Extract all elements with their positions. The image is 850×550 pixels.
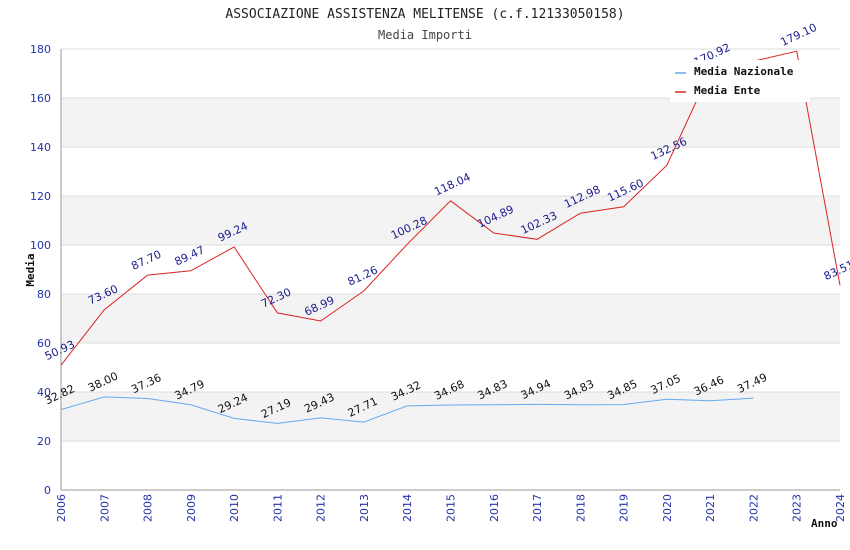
x-tick-label: 2011 [271, 494, 284, 522]
x-axis-title: Anno [811, 517, 838, 530]
data-label: 179.10 [778, 21, 818, 49]
y-tick-label: 160 [30, 92, 51, 105]
chart-title: ASSOCIAZIONE ASSISTENZA MELITENSE (c.f.1… [225, 7, 624, 22]
y-tick-label: 140 [30, 141, 51, 154]
y-axis-title: Media [24, 253, 37, 286]
x-tick-label: 2024 [834, 494, 847, 522]
y-tick-labels: 0 20 40 60 80 100 120 140 160 180 [30, 43, 51, 497]
data-label: 38.00 [86, 370, 120, 395]
legend-label-media-nazionale: Media Nazionale [694, 65, 794, 78]
y-tick-label: 60 [37, 337, 51, 350]
y-tick-label: 100 [30, 239, 51, 252]
x-tick-label: 2022 [747, 494, 760, 522]
data-label: 87.70 [129, 248, 163, 273]
x-tick-label: 2008 [142, 494, 155, 522]
series-lines [60, 50, 841, 424]
y-tick-label: 180 [30, 43, 51, 56]
plot-band [61, 392, 840, 441]
plot-band [61, 294, 840, 343]
x-tick-label: 2012 [315, 494, 328, 522]
legend: Media Nazionale Media Ente [670, 60, 810, 102]
x-tick-label: 2010 [228, 494, 241, 522]
x-tick-label: 2019 [618, 494, 631, 522]
x-tick-labels: 2006 2007 2008 2009 2010 2011 2012 2013 2014 2015… [55, 494, 847, 522]
x-tick-label: 2017 [531, 494, 544, 522]
x-tick-label: 2016 [488, 494, 501, 522]
legend-box [670, 60, 810, 102]
x-tick-label: 2020 [661, 494, 674, 522]
data-label: 81.26 [346, 264, 380, 289]
x-tick-label: 2014 [401, 494, 414, 522]
series-line-media-ente [60, 50, 841, 366]
x-tick-label: 2013 [358, 494, 371, 522]
x-tick-label: 2018 [574, 494, 587, 522]
legend-label-media-ente: Media Ente [694, 84, 761, 97]
plot-background-bands [61, 98, 840, 441]
data-label: 118.04 [432, 170, 472, 198]
x-tick-label: 2015 [445, 494, 458, 522]
chart-subtitle: Media Importi [378, 28, 472, 42]
plot-band [61, 196, 840, 245]
plot-band [61, 98, 840, 147]
series-line-media-nazionale [60, 396, 754, 424]
x-tick-label: 2007 [98, 494, 111, 522]
y-tick-label: 20 [37, 435, 51, 448]
x-tick-label: 2021 [704, 494, 717, 522]
y-tick-label: 120 [30, 190, 51, 203]
x-tick-label: 2009 [185, 494, 198, 522]
x-tick-label: 2006 [55, 494, 68, 522]
y-tick-label: 80 [37, 288, 51, 301]
y-tick-label: 40 [37, 386, 51, 399]
y-tick-label: 0 [44, 484, 51, 497]
x-tick-label: 2023 [791, 494, 804, 522]
